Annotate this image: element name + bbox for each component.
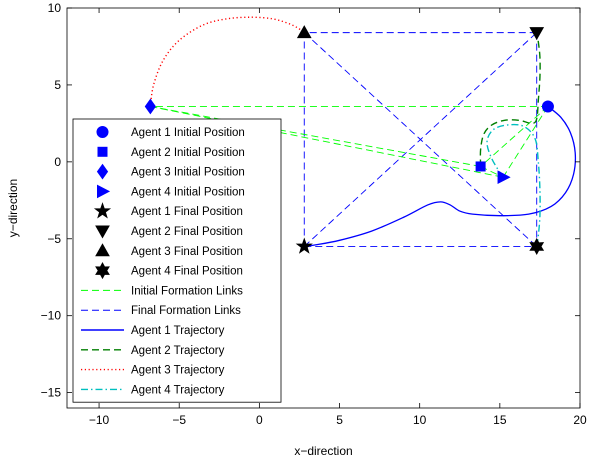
legend-box [72,118,282,403]
y-tick-label: 0 [54,155,61,169]
legend-item: Agent 4 Final Position [95,262,243,280]
y-axis-label: y−direction [6,179,20,237]
legend-label: Agent 2 Final Position [131,226,243,238]
legend-item: Initial Formation Links [81,285,243,297]
y-tick-label: −5 [47,232,61,246]
legend-marker [95,262,110,280]
legend: Agent 1 Initial Position Agent 2 Initial … [72,118,282,403]
x-tick-label: 5 [336,413,343,427]
y-tick-label: 5 [54,78,61,92]
initial-position-agent-4 [497,170,511,185]
initial-link-1-4 [502,106,549,178]
initial-link-1-2 [480,106,549,167]
legend-item: Agent 4 Initial Position [97,184,245,199]
legend-label: Agent 1 Trajectory [131,325,225,337]
trajectory-agent-3 [149,16,305,107]
legend-item: Agent 3 Final Position [95,243,243,258]
x-tick-label: −5 [172,413,186,427]
legend-item: Agent 1 Final Position [93,202,243,219]
legend-item: Agent 4 Trajectory [81,384,225,396]
axes-box [66,7,581,409]
legend-item: Agent 2 Initial Position [97,146,245,159]
legend-marker [95,225,110,239]
trajectory-agent-1 [304,105,577,248]
final-link-3-4 [303,32,538,247]
x-tick-label: 15 [493,413,507,427]
legend-label: Agent 1 Final Position [131,206,243,218]
legend-label: Agent 3 Initial Position [131,167,245,179]
initial-link-2-3 [150,106,481,167]
legend-label: Agent 2 Initial Position [131,147,245,159]
legend-label: Agent 3 Final Position [131,246,243,258]
legend-label: Agent 3 Trajectory [131,365,225,377]
legend-label: Final Formation Links [131,305,241,317]
y-tick-label: −15 [41,386,62,400]
y-tick-label: 10 [48,1,62,15]
trajectory-agent-2 [479,32,541,167]
legend-marker [93,202,112,219]
legend-marker [97,184,111,199]
legend-label: Initial Formation Links [131,285,243,297]
legend-item: Agent 1 Trajectory [81,325,225,337]
legend-label: Agent 2 Trajectory [131,345,225,357]
trajectory-agent-4 [486,123,541,247]
initial-position-agent-2 [475,161,486,172]
legend-item: Agent 3 Initial Position [96,163,245,180]
legend-item: Agent 1 Initial Position [96,126,245,139]
legend-marker [95,243,110,257]
initial-position-agent-3 [144,98,156,115]
legend-item: Agent 2 Final Position [95,225,243,239]
legend-label: Agent 1 Initial Position [131,127,245,139]
initial-link-3-4 [150,106,504,178]
x-tick-label: 20 [573,413,587,427]
legend-marker [97,146,108,157]
legend-marker [96,163,109,180]
x-axis-label: x−direction [294,444,352,458]
y-axis: −15 −10 −5 0 5 10 [41,1,580,400]
legend-item: Final Formation Links [81,305,241,317]
plot-area [66,7,581,409]
y-tick-label: −10 [41,309,62,323]
legend-marker [96,126,109,138]
x-tick-label: −10 [89,413,110,427]
legend-label: Agent 4 Initial Position [131,186,245,198]
legend-item: Agent 2 Trajectory [81,345,225,357]
legend-item: Agent 3 Trajectory [81,365,225,377]
final-position-agent-4 [529,237,545,256]
legend-label: Agent 4 Final Position [131,266,243,278]
x-tick-label: 0 [256,413,263,427]
final-position-agent-1 [295,237,313,254]
legend-label: Agent 4 Trajectory [131,384,225,396]
final-position-agent-2 [529,27,545,41]
x-axis: −10 −5 0 5 10 15 20 [89,8,587,427]
final-position-agent-3 [296,25,312,39]
initial-position-agent-1 [541,100,554,113]
x-tick-label: 10 [413,413,427,427]
